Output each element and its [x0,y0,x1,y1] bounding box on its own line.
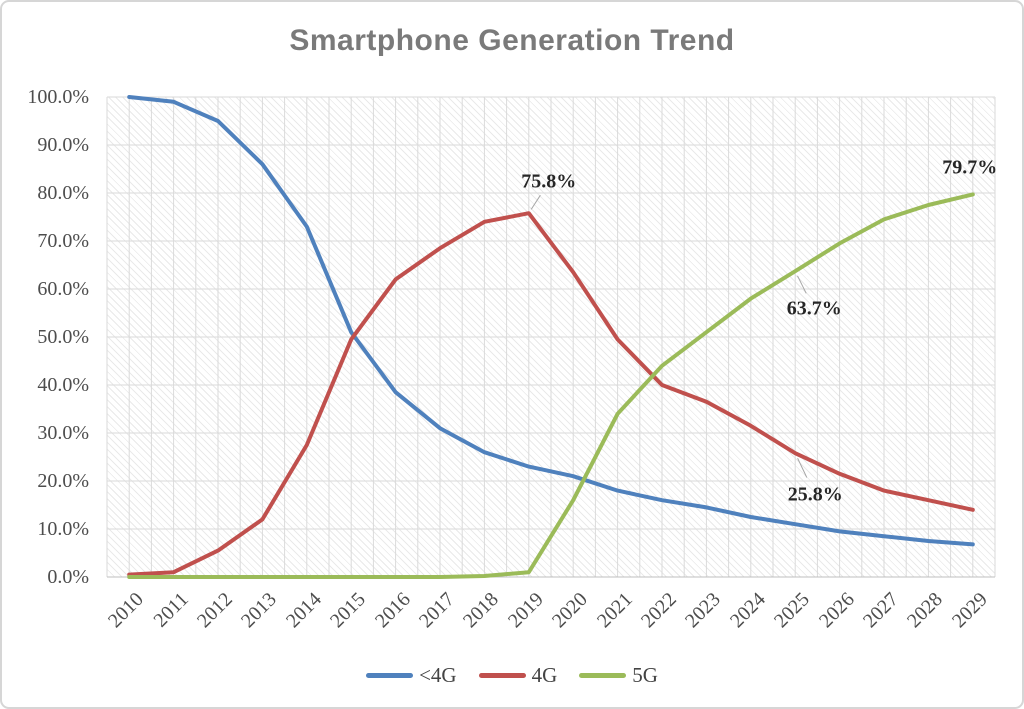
series-line-4g [127,211,975,577]
x-tick-label: 2023 [681,588,726,633]
chart-canvas [106,95,996,579]
x-tick-label: 2012 [193,588,237,633]
legend-item-lt4g: <4G [366,663,457,687]
y-tick-label: 70.0% [37,230,89,252]
y-tick-label: 10.0% [37,518,89,540]
x-tick-label: 2026 [814,588,859,633]
y-tick-label: 100.0% [27,86,89,108]
x-tick-label: 2010 [104,588,149,633]
legend-line-swatch [478,672,526,678]
x-tick-label: 2020 [548,588,593,633]
leader-line [797,457,808,478]
legend-item-4g: 4G [478,663,558,687]
series-line-lt4g [127,95,975,547]
legend-line-swatch [366,672,414,678]
x-tick-label: 2017 [415,588,459,633]
data-label: 25.8% [787,483,843,506]
x-tick-label: 2029 [947,588,992,633]
x-tick-label: 2021 [592,588,637,633]
x-tick-label: 2025 [770,588,815,633]
y-tick-label: 0.0% [47,566,89,588]
y-tick-label: 80.0% [37,182,89,204]
legend-item-5g: 5G [579,663,658,687]
x-tick-label: 2015 [326,588,371,633]
leader-line [797,275,807,294]
y-tick-label: 20.0% [37,470,89,492]
plot-area [106,95,996,579]
data-label: 79.7% [942,156,998,179]
x-tick-label: 2019 [503,588,548,633]
x-tick-label: 2018 [459,588,504,633]
legend: <4G 4G 5G [2,663,1022,687]
data-label: 75.8% [521,170,577,193]
x-tick-label: 2022 [637,588,681,633]
x-tick-label: 2027 [859,588,903,633]
y-tick-label: 90.0% [37,134,89,156]
legend-line-swatch [579,672,627,678]
y-tick-label: 60.0% [37,278,89,300]
y-tick-label: 30.0% [37,422,89,444]
legend-label: <4G [419,663,457,687]
data-label: 63.7% [786,297,842,320]
leader-line [530,194,541,210]
legend-label: 5G [632,663,658,687]
x-tick-label: 2013 [237,588,282,633]
chart-title: Smartphone Generation Trend [289,24,735,57]
y-tick-label: 40.0% [37,374,89,396]
x-tick-label: 2028 [903,588,948,633]
x-tick-label: 2024 [725,588,770,633]
x-tick-label: 2014 [281,588,326,633]
legend-label: 4G [531,663,558,687]
x-tick-label: 2011 [149,588,193,632]
y-tick-label: 50.0% [37,326,89,348]
series-line-5g [127,192,975,579]
x-tick-label: 2016 [370,588,415,633]
